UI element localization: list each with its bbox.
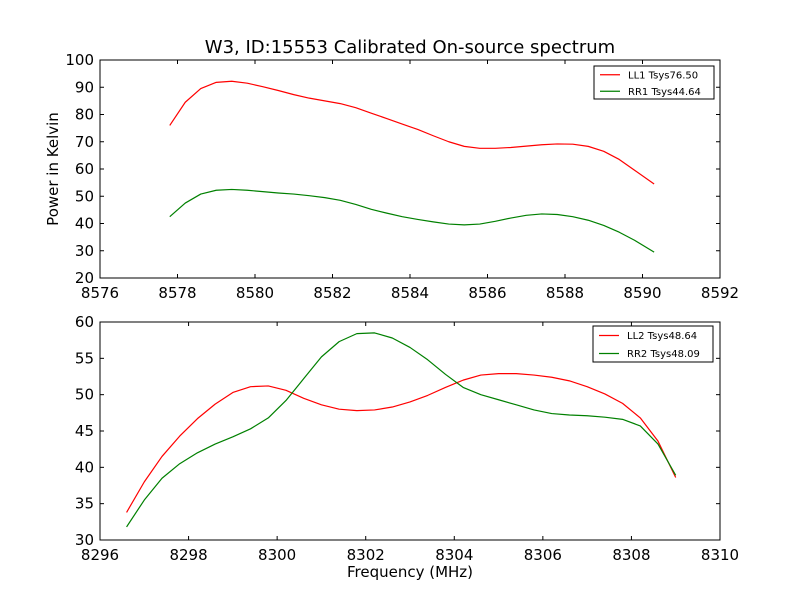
top-y-axis-label: Power in Kelvin (44, 112, 62, 226)
bottom-series-line-1 (126, 372, 677, 513)
top-y-tick-label: 40 (75, 215, 94, 233)
top-x-tick-label: 8586 (468, 284, 506, 302)
top-x-tick-label: 8590 (623, 284, 661, 302)
bottom-legend-box (592, 325, 714, 363)
top-series-line-1 (169, 80, 655, 185)
bottom-y-tick-label: 45 (75, 422, 94, 440)
bottom-x-tick-label: 8306 (524, 546, 562, 564)
top-y-tick-label: 100 (65, 51, 94, 69)
bottom-legend: LL2 Tsys48.64 RR2 Tsys48.09 (592, 325, 714, 363)
top-y-tick-label: 20 (75, 269, 94, 287)
top-x-tick-label: 8578 (158, 284, 196, 302)
top-legend-label-2: RR1 Tsys44.64 (628, 87, 701, 98)
top-y-tick-label: 30 (75, 242, 94, 260)
bottom-x-axis-label: Frequency (MHz) (347, 563, 473, 581)
top-x-tick-label: 8580 (236, 284, 274, 302)
bottom-legend-label-1: LL2 Tsys48.64 (627, 331, 697, 342)
bottom-y-tick-label: 50 (75, 386, 94, 404)
top-legend: LL1 Tsys76.50 RR1 Tsys44.64 (593, 65, 715, 100)
top-y-tick-label: 50 (75, 187, 94, 205)
bottom-panel: 8296 8298 8300 8302 8304 8306 8308 8310 30 35 40 45… (75, 313, 739, 581)
bottom-legend-label-2: RR2 Tsys48.09 (627, 349, 700, 360)
bottom-y-tick-label: 30 (75, 531, 94, 549)
top-y-tick-label: 60 (75, 160, 94, 178)
bottom-y-tick-label: 60 (75, 313, 94, 331)
bottom-x-tick-label: 8296 (81, 546, 119, 564)
bottom-x-tick-label: 8304 (435, 546, 473, 564)
top-x-tick-label: 8592 (701, 284, 739, 302)
top-x-tick-label: 8576 (81, 284, 119, 302)
bottom-x-tick-label: 8310 (701, 546, 739, 564)
bottom-series-line-2 (126, 332, 677, 528)
bottom-y-tick-label: 35 (75, 495, 94, 513)
top-y-tick-label: 80 (75, 106, 94, 124)
top-x-tick-label: 8582 (313, 284, 351, 302)
bottom-x-tick-label: 8308 (612, 546, 650, 564)
bottom-x-tick-label: 8300 (258, 546, 296, 564)
top-x-tick-label: 8588 (546, 284, 584, 302)
bottom-y-tick-label: 40 (75, 458, 94, 476)
top-series-line-2 (169, 188, 655, 253)
bottom-x-tick-label: 8298 (169, 546, 207, 564)
top-legend-box (593, 65, 715, 100)
top-y-tick-label: 90 (75, 78, 94, 96)
bottom-y-tick-label: 55 (75, 349, 94, 367)
top-panel: 8576 8578 8580 8582 8584 8586 8588 8590 8592 20 30… (44, 51, 739, 302)
top-x-tick-label: 8584 (391, 284, 429, 302)
bottom-x-tick-label: 8302 (347, 546, 385, 564)
top-legend-label-1: LL1 Tsys76.50 (628, 70, 698, 81)
figure-title: W3, ID:15553 Calibrated On-source spectr… (205, 37, 615, 58)
top-y-tick-label: 70 (75, 133, 94, 151)
